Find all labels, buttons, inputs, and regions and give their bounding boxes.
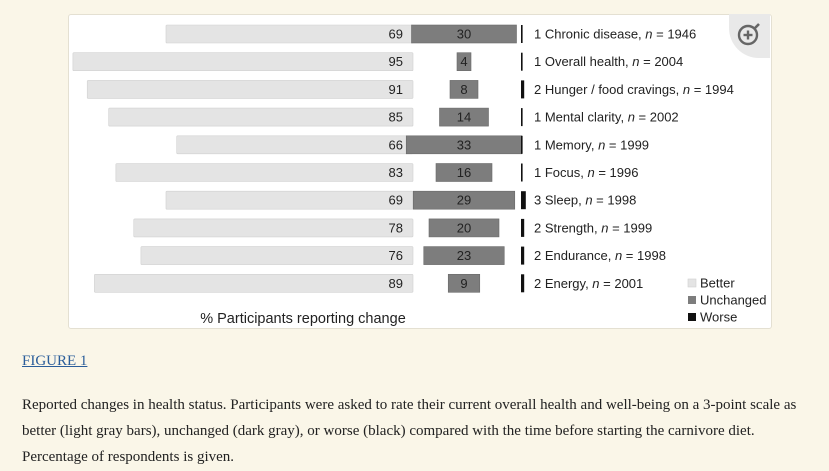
worse-bar xyxy=(521,52,523,71)
unchanged-value-label: 8 xyxy=(460,82,467,97)
figure-link[interactable]: FIGURE 1 xyxy=(22,353,88,369)
legend-swatch xyxy=(687,278,697,288)
legend-label: Unchanged xyxy=(700,293,767,308)
unchanged-value-label: 33 xyxy=(457,137,471,152)
figure-caption: Reported changes in health status. Parti… xyxy=(22,397,797,465)
category-label: 1 Focus, n = 1996 xyxy=(534,165,638,180)
category-label: 2 Energy, n = 2001 xyxy=(534,276,643,291)
worse-bar xyxy=(521,163,523,182)
better-bar xyxy=(140,246,414,265)
better-value-label: 76 xyxy=(389,248,403,263)
unchanged-bar xyxy=(411,24,517,44)
unchanged-bar xyxy=(456,52,472,72)
better-value-label: 66 xyxy=(389,137,403,152)
unchanged-bar xyxy=(435,163,493,182)
worse-bar xyxy=(521,80,525,99)
unchanged-value-label: 9 xyxy=(460,276,467,291)
unchanged-bar xyxy=(412,190,516,210)
category-label: 1 Memory, n = 1999 xyxy=(534,137,649,152)
worse-bar xyxy=(521,246,525,265)
better-bar xyxy=(94,273,414,293)
unchanged-bar xyxy=(449,80,479,99)
legend-swatch xyxy=(688,296,696,304)
unchanged-value-label: 23 xyxy=(457,248,471,263)
better-bar xyxy=(115,163,414,182)
better-bar xyxy=(165,24,414,44)
worse-bar xyxy=(521,191,526,210)
better-value-label: 89 xyxy=(389,276,403,291)
zoom-in-icon xyxy=(737,23,760,46)
category-label: 1 Overall health, n = 2004 xyxy=(534,54,683,69)
unchanged-value-label: 14 xyxy=(457,110,471,125)
worse-bar xyxy=(521,218,525,237)
unchanged-value-label: 29 xyxy=(457,193,471,208)
better-bar xyxy=(165,190,414,210)
better-value-label: 69 xyxy=(389,27,403,42)
better-value-label: 91 xyxy=(389,82,403,97)
category-label: 2 Strength, n = 1999 xyxy=(534,220,652,235)
better-value-label: 69 xyxy=(389,193,403,208)
category-label: 3 Sleep, n = 1998 xyxy=(534,193,636,208)
category-label: 2 Hunger / food cravings, n = 1994 xyxy=(534,82,734,97)
worse-bar xyxy=(521,135,523,154)
legend-swatch xyxy=(688,313,696,321)
better-bar xyxy=(176,135,414,155)
legend-label: Worse xyxy=(700,310,737,325)
category-label: 1 Mental clarity, n = 2002 xyxy=(534,110,679,125)
better-bar xyxy=(108,107,414,127)
worse-bar xyxy=(521,274,525,293)
unchanged-value-label: 4 xyxy=(460,54,467,69)
legend-label: Better xyxy=(700,276,735,291)
unchanged-bar xyxy=(428,218,500,238)
better-value-label: 83 xyxy=(389,165,403,180)
better-bar xyxy=(86,80,414,99)
zoom-button[interactable] xyxy=(729,14,770,58)
better-bar xyxy=(72,52,414,72)
unchanged-bar xyxy=(439,107,489,127)
category-label: 1 Chronic disease, n = 1946 xyxy=(534,27,696,42)
unchanged-bar xyxy=(447,273,481,293)
worse-bar xyxy=(521,25,523,43)
worse-bar xyxy=(521,108,523,127)
unchanged-value-label: 30 xyxy=(457,27,471,42)
bar-chart: 69 30 1 Chronic disease, n = 1946 95 4 1 Over… xyxy=(72,24,767,327)
category-label: 2 Endurance, n = 1998 xyxy=(534,248,666,263)
unchanged-value-label: 20 xyxy=(457,220,471,235)
unchanged-value-label: 16 xyxy=(457,165,471,180)
better-value-label: 85 xyxy=(389,110,403,125)
x-axis-label: % Participants reporting change xyxy=(200,311,406,327)
better-value-label: 95 xyxy=(389,54,403,69)
unchanged-bar xyxy=(423,246,505,265)
better-value-label: 78 xyxy=(389,220,403,235)
better-bar xyxy=(133,218,414,238)
